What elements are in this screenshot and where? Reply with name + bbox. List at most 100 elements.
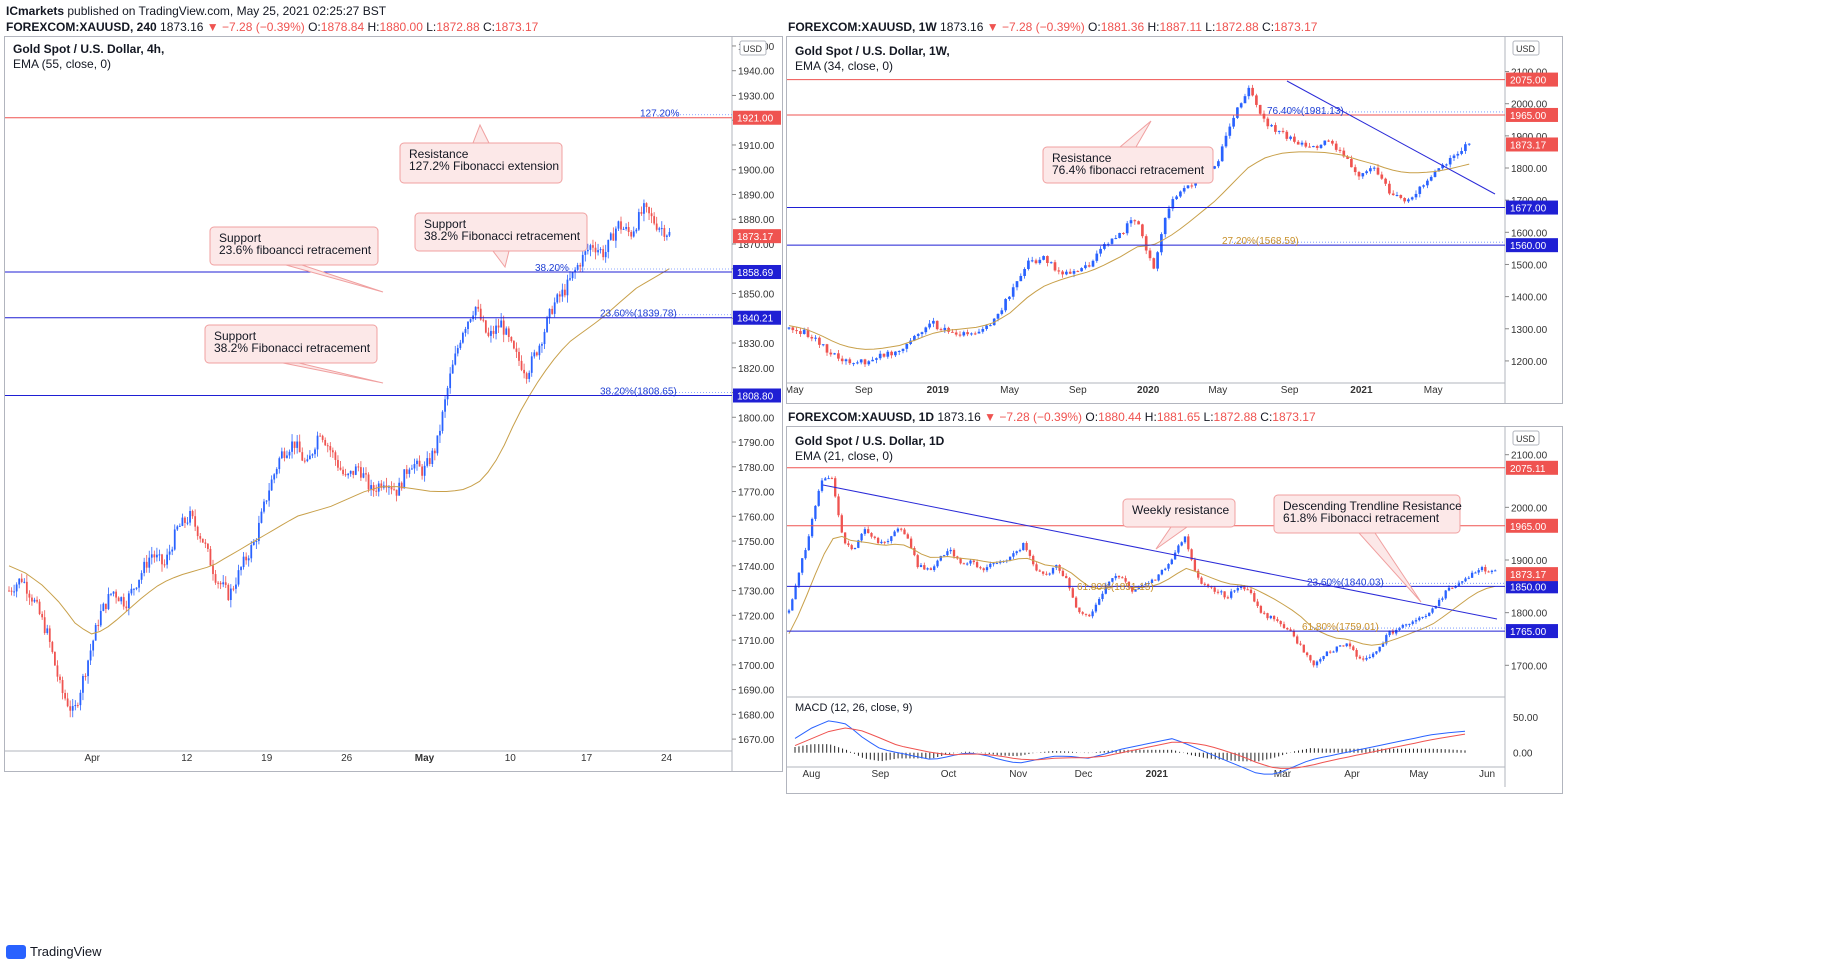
candle-body bbox=[1157, 574, 1160, 581]
candle-body bbox=[848, 359, 852, 364]
x-tick-label: Jun bbox=[1479, 769, 1495, 780]
candle-body bbox=[1445, 164, 1448, 166]
candle-body bbox=[810, 336, 814, 339]
candle-body bbox=[1285, 131, 1289, 139]
candle-body bbox=[599, 249, 602, 251]
candle-body bbox=[1150, 579, 1154, 584]
candle-body bbox=[487, 332, 490, 336]
candle-body bbox=[201, 538, 204, 543]
candle-body bbox=[263, 501, 265, 512]
candle-body bbox=[1325, 651, 1329, 657]
chart-svg-w1[interactable]: 2100.002000.001900.001800.001700.001600.… bbox=[787, 37, 1562, 403]
candle-body bbox=[107, 594, 110, 610]
candle-body bbox=[1404, 624, 1408, 626]
candle-body bbox=[495, 325, 497, 334]
candle-body bbox=[1281, 130, 1285, 132]
candle-body bbox=[1299, 643, 1302, 645]
candle-body bbox=[462, 332, 464, 343]
candle-body bbox=[818, 337, 821, 345]
callout-text: Support bbox=[219, 231, 262, 245]
candle-body bbox=[853, 547, 857, 550]
candle-body bbox=[1213, 587, 1216, 592]
candle-body bbox=[273, 474, 276, 480]
candle-body bbox=[1309, 655, 1312, 661]
candle-body bbox=[1106, 243, 1110, 245]
candle-body bbox=[166, 554, 168, 565]
candle-body bbox=[1193, 559, 1197, 571]
candle-body bbox=[507, 328, 510, 337]
candle-body bbox=[145, 561, 148, 568]
publisher-name: ICmarkets bbox=[6, 4, 65, 18]
candle-body bbox=[985, 567, 989, 571]
candle-body bbox=[607, 239, 610, 253]
candle-body bbox=[283, 451, 286, 458]
currency-box bbox=[739, 40, 767, 56]
candle-body bbox=[1239, 103, 1243, 108]
candle-body bbox=[1249, 589, 1253, 594]
y-tick-label: 1700.00 bbox=[738, 661, 775, 672]
chart-svg-h4[interactable]: 1950.001940.001930.001920.001910.001900.… bbox=[5, 37, 782, 771]
candle-body bbox=[1243, 96, 1247, 104]
candle-body bbox=[1266, 613, 1269, 619]
candle-body bbox=[551, 308, 554, 314]
candle-body bbox=[1474, 572, 1477, 574]
candle-body bbox=[1015, 551, 1018, 554]
candle-body bbox=[1312, 660, 1315, 666]
candle-body bbox=[510, 336, 513, 342]
candle-body bbox=[837, 353, 840, 359]
y-tick-label: 1900.00 bbox=[738, 166, 775, 177]
x-tick-label: May bbox=[1409, 769, 1428, 780]
candle-body bbox=[122, 597, 125, 607]
chart-svg-d1[interactable]: 2100.00 2000.00 1900.00 1800.00 1700.00 USD Au… bbox=[787, 427, 1562, 793]
candle-body bbox=[946, 551, 949, 556]
candle-body bbox=[352, 470, 355, 475]
candle-body bbox=[15, 584, 18, 592]
candle-body bbox=[1334, 143, 1338, 150]
candle-body bbox=[74, 705, 77, 707]
callout-box bbox=[399, 142, 563, 184]
candle-body bbox=[28, 593, 31, 598]
candle-body bbox=[477, 306, 480, 309]
candle-body bbox=[1346, 156, 1349, 159]
level-price-tag bbox=[1506, 107, 1558, 122]
chart-panel-d1[interactable]: 2100.00 2000.00 1900.00 1800.00 1700.00 USD Au… bbox=[786, 426, 1563, 794]
candle-body bbox=[464, 329, 467, 333]
macd-label: MACD (12, 26, close, 9) bbox=[795, 702, 912, 714]
candle-body bbox=[1461, 581, 1464, 583]
candle-body bbox=[1057, 270, 1061, 272]
candle-body bbox=[1429, 176, 1433, 181]
candle-body bbox=[1410, 197, 1414, 200]
level-price-tag bbox=[1506, 238, 1558, 253]
callout-text: Weekly resistance bbox=[1132, 503, 1229, 517]
candle-body bbox=[69, 706, 72, 711]
level-price-label: 1965.00 bbox=[1510, 522, 1547, 533]
signal-line bbox=[794, 727, 1466, 769]
candle-body bbox=[1110, 238, 1114, 244]
candle-body bbox=[541, 344, 543, 346]
candle-body bbox=[326, 445, 329, 447]
candle-body bbox=[431, 450, 434, 465]
candle-body bbox=[928, 323, 931, 328]
down-arrow-icon: ▼ bbox=[986, 20, 999, 34]
candle-body bbox=[985, 325, 988, 329]
chart-panel-h4[interactable]: 1950.001940.001930.001920.001910.001900.… bbox=[4, 36, 783, 772]
y-tick-label: 1300.00 bbox=[1511, 325, 1548, 336]
candle-body bbox=[970, 333, 973, 335]
candle-body bbox=[829, 352, 833, 355]
candle-body bbox=[1470, 572, 1474, 578]
level-price-label: 1921.00 bbox=[737, 114, 774, 125]
candle-body bbox=[569, 278, 571, 280]
candle-body bbox=[222, 582, 225, 585]
candle-body bbox=[837, 496, 840, 516]
candle-body bbox=[1038, 570, 1041, 572]
callout-text: Support bbox=[214, 329, 257, 343]
open-value: 1878.84 bbox=[320, 20, 365, 34]
callout-pointer bbox=[1155, 526, 1189, 550]
callout-text: 127.2% Fibonacci extension bbox=[409, 159, 559, 173]
macd-tick-label: 0.00 bbox=[1513, 749, 1533, 760]
chart-panel-w1[interactable]: 2100.002000.001900.001800.001700.001600.… bbox=[786, 36, 1563, 404]
candle-body bbox=[380, 483, 383, 488]
candle-body bbox=[1125, 223, 1129, 234]
candle-body bbox=[1224, 135, 1228, 147]
x-tick-label: May bbox=[415, 753, 435, 764]
